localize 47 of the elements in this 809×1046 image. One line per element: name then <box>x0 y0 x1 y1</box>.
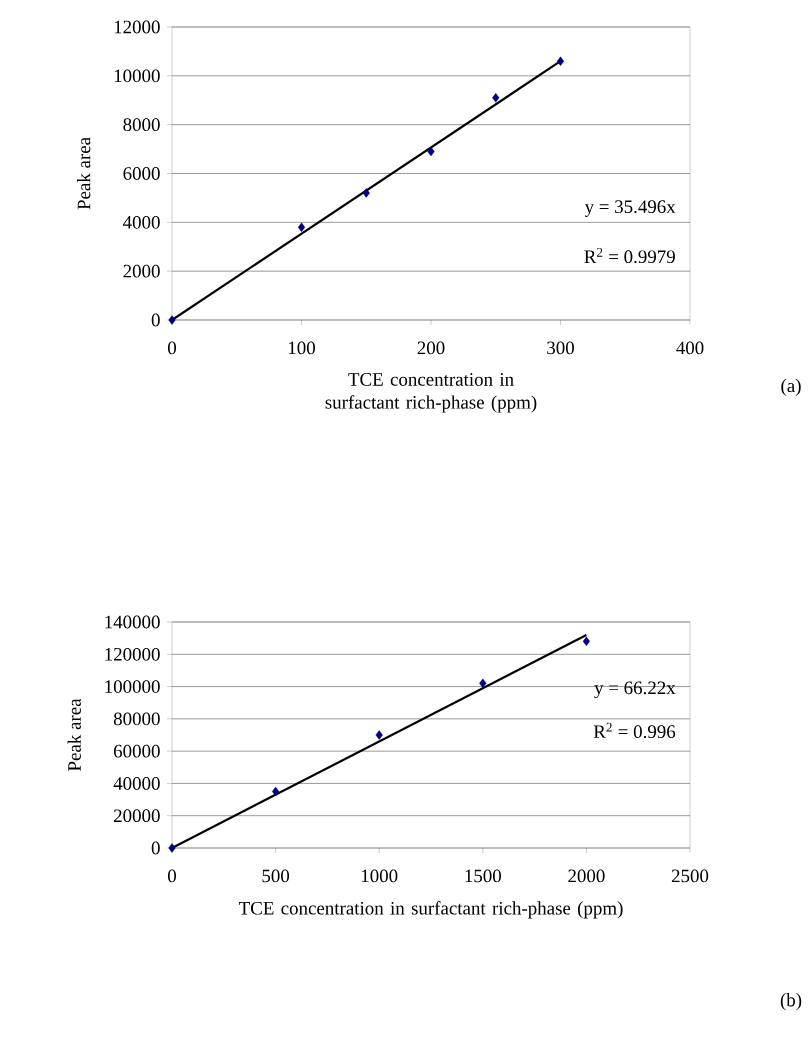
y-tick-label: 10000 <box>114 69 160 83</box>
y-tick-label: 120000 <box>105 647 160 661</box>
x-tick-label: 500 <box>262 869 290 883</box>
x-tick-label: 1500 <box>465 869 501 883</box>
x-tick-label: 2500 <box>671 869 709 883</box>
text: (a) <box>781 378 801 396</box>
point <box>297 222 306 232</box>
y-tick-label: 0 <box>151 313 160 327</box>
y-tick-label: 2000 <box>123 264 160 278</box>
point <box>427 146 435 157</box>
y-tick-label: 40000 <box>113 777 160 790</box>
x-tick-label: 400 <box>676 341 704 355</box>
point <box>168 315 176 325</box>
x-tick-label: 200 <box>417 341 445 355</box>
x-tick-label: 2000 <box>568 869 605 883</box>
y-tick-label: 80000 <box>113 712 160 726</box>
x-tick-label: 300 <box>547 341 574 355</box>
y-tick-label: 6000 <box>123 167 160 180</box>
y-axis-title: Peak area <box>67 698 81 771</box>
point <box>556 56 565 66</box>
x-tick-label: 1000 <box>361 869 398 883</box>
point <box>362 188 370 198</box>
y-tick-label: 0 <box>151 841 160 855</box>
point <box>492 93 500 103</box>
y-axis-title: Peak area <box>77 137 91 210</box>
x-tick-label: 100 <box>288 341 315 355</box>
point <box>479 678 487 689</box>
y-tick-label: 12000 <box>114 20 160 34</box>
point <box>375 730 383 740</box>
y-tick-label: 60000 <box>113 744 160 758</box>
y-tick-label: 4000 <box>123 215 160 229</box>
x-axis-title: TCE concentration in surfactant rich-phase (ppm) <box>325 373 537 413</box>
annotation: R$^{2}$ = 0.996 <box>593 722 676 739</box>
text: (b) <box>780 993 802 1011</box>
point <box>582 636 590 647</box>
y-tick-label: 140000 <box>105 615 160 629</box>
annotation: R$^{2}$ = 0.9979 <box>584 247 675 264</box>
y-tick-label: 8000 <box>123 118 160 132</box>
point <box>168 843 176 853</box>
annotation: y = 66.22x <box>594 681 676 699</box>
x-axis-title: TCE concentration in surfactant rich-phase (ppm) <box>238 901 623 919</box>
y-tick-label: 100000 <box>105 680 160 693</box>
x-tick-label: 0 <box>167 869 176 883</box>
y-tick-label: 20000 <box>114 809 160 823</box>
annotation: y = 35.496x <box>584 200 676 217</box>
x-tick-label: 0 <box>167 341 176 355</box>
point <box>272 786 280 797</box>
